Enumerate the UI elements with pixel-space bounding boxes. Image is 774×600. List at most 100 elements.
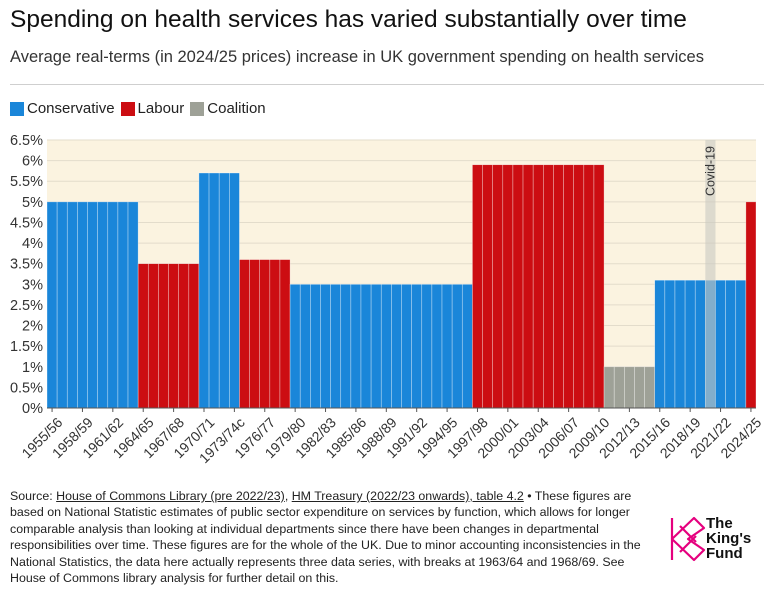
bar-labour-2024 — [745, 201, 757, 409]
bar-conservative-1995 — [451, 284, 463, 409]
legend: Conservative Labour Coalition — [10, 100, 272, 117]
legend-label-labour: Labour — [137, 100, 185, 117]
bar-conservative-1959 — [87, 201, 98, 409]
bar-labour-1999 — [492, 164, 504, 409]
bar-conservative-1980 — [299, 284, 311, 409]
bar-conservative-1956 — [56, 201, 68, 409]
bar-coalition-2014 — [644, 366, 656, 409]
bar-conservative-1961 — [107, 201, 119, 409]
bar-conservative-2019 — [694, 279, 706, 409]
bar-conservative-1962 — [117, 201, 129, 409]
y-tick-label: 4.5% — [10, 215, 43, 231]
bar-conservative-2021 — [715, 279, 726, 409]
bar-labour-1967 — [168, 263, 179, 409]
bar-labour-1997 — [472, 164, 483, 409]
bar-conservative-1989 — [391, 284, 402, 409]
header-divider — [10, 84, 764, 85]
y-tick-label: 2% — [22, 319, 43, 335]
bar-conservative-1979 — [289, 284, 301, 409]
chart-subtitle: Average real-terms (in 2024/25 prices) i… — [10, 48, 704, 66]
y-tick-label: 3.5% — [10, 257, 43, 273]
bar-conservative-2018 — [684, 279, 696, 409]
covid-band — [705, 140, 716, 408]
bar-conservative-2017 — [674, 279, 686, 409]
bar-coalition-2011 — [613, 366, 625, 409]
bar-conservative-1972 — [218, 172, 230, 409]
bar-conservative-1960 — [97, 201, 109, 409]
legend-item-labour[interactable]: Labour — [120, 100, 185, 117]
bar-conservative-1996 — [461, 284, 473, 409]
logo-line-the: The — [706, 515, 733, 532]
bar-conservative-2022 — [725, 279, 737, 409]
logo-line-kings: King's — [706, 530, 752, 547]
bar-labour-2008 — [583, 164, 595, 409]
bar-conservative-1958 — [77, 201, 88, 409]
bar-labour-2009 — [593, 164, 605, 409]
y-tick-label: 1% — [22, 360, 43, 376]
y-tick-label: 1.5% — [10, 339, 43, 355]
bar-conservative-1983 — [330, 284, 342, 409]
bar-labour-2006 — [563, 164, 574, 409]
source-prefix: Source: — [10, 489, 57, 503]
chart-title: Spending on health services has varied s… — [10, 6, 687, 33]
bar-conservative-1970 — [198, 172, 210, 409]
source-link-commons-library[interactable]: House of Commons Library (pre 2022/23) — [56, 489, 285, 503]
legend-item-conservative[interactable]: Conservative — [10, 100, 115, 117]
bar-conservative-1963 — [127, 201, 139, 409]
bar-labour-1964 — [137, 263, 149, 409]
kings-fund-logo — [668, 514, 768, 566]
legend-label-coalition: Coalition — [207, 100, 266, 117]
bar-labour-2000 — [502, 164, 514, 409]
bar-chart: 0% 0.5% 1% 1.5% 2% 2.5% 3% 3.5% 4% 4.5% 5% 5.5% 6% 6.… — [10, 133, 765, 466]
bar-labour-2004 — [542, 164, 554, 409]
y-tick-label: 4% — [22, 236, 43, 252]
y-tick-label: 3% — [22, 277, 43, 293]
legend-item-coalition[interactable]: Coalition — [190, 100, 266, 117]
bar-labour-1976 — [259, 259, 271, 409]
y-tick-label: 0% — [22, 401, 43, 417]
covid-annotation-label: Covid-19 — [703, 146, 717, 196]
bar-conservative-1992 — [421, 284, 433, 409]
bar-labour-2002 — [522, 164, 534, 409]
bar-conservative-1985 — [350, 284, 362, 409]
bar-labour-2007 — [573, 164, 585, 409]
bar-conservative-2015 — [654, 279, 666, 409]
bar-conservative-1971 — [208, 172, 220, 409]
bar-conservative-1988 — [380, 284, 392, 409]
bar-conservative-1986 — [360, 284, 372, 409]
bar-labour-1969 — [188, 263, 200, 409]
legend-label-conservative: Conservative — [27, 100, 115, 117]
source-body: • These figures are based on National St… — [10, 489, 641, 586]
legend-swatch-labour — [120, 101, 135, 116]
bar-labour-1977 — [269, 259, 281, 409]
bar-labour-2003 — [532, 164, 544, 409]
bar-labour-2001 — [512, 164, 524, 409]
bar-labour-1978 — [279, 259, 291, 409]
bar-labour-1974 — [239, 259, 250, 409]
y-tick-label: 5.5% — [10, 174, 43, 190]
bar-labour-2005 — [553, 164, 564, 409]
bar-conservative-2023 — [735, 279, 747, 409]
bar-labour-1975 — [249, 259, 260, 409]
legend-swatch-conservative — [10, 101, 24, 116]
bar-coalition-2010 — [603, 366, 615, 409]
kings-fund-logo-text: The King's Fund — [706, 516, 751, 561]
bar-conservative-1973 — [229, 172, 240, 409]
bar-conservative-1981 — [310, 284, 321, 409]
bar-conservative-2016 — [664, 279, 676, 409]
bar-labour-1968 — [178, 263, 190, 409]
y-tick-label: 6.5% — [10, 133, 43, 149]
bar-conservative-1990 — [401, 284, 412, 409]
bar-conservative-1957 — [66, 201, 78, 409]
y-tick-label: 5% — [22, 195, 43, 211]
y-tick-label: 2.5% — [10, 298, 43, 314]
bar-coalition-2012 — [624, 366, 635, 409]
bar-labour-1966 — [158, 263, 169, 409]
bar-labour-1998 — [482, 164, 493, 409]
bar-conservative-1991 — [411, 284, 423, 409]
bar-conservative-1993 — [431, 284, 443, 409]
y-tick-label: 0.5% — [10, 380, 43, 396]
source-link-hm-treasury[interactable]: HM Treasury (2022/23 onwards), table 4.2 — [291, 489, 524, 503]
source-note: Source: House of Commons Library (pre 20… — [10, 488, 650, 586]
bar-conservative-1987 — [370, 284, 382, 409]
